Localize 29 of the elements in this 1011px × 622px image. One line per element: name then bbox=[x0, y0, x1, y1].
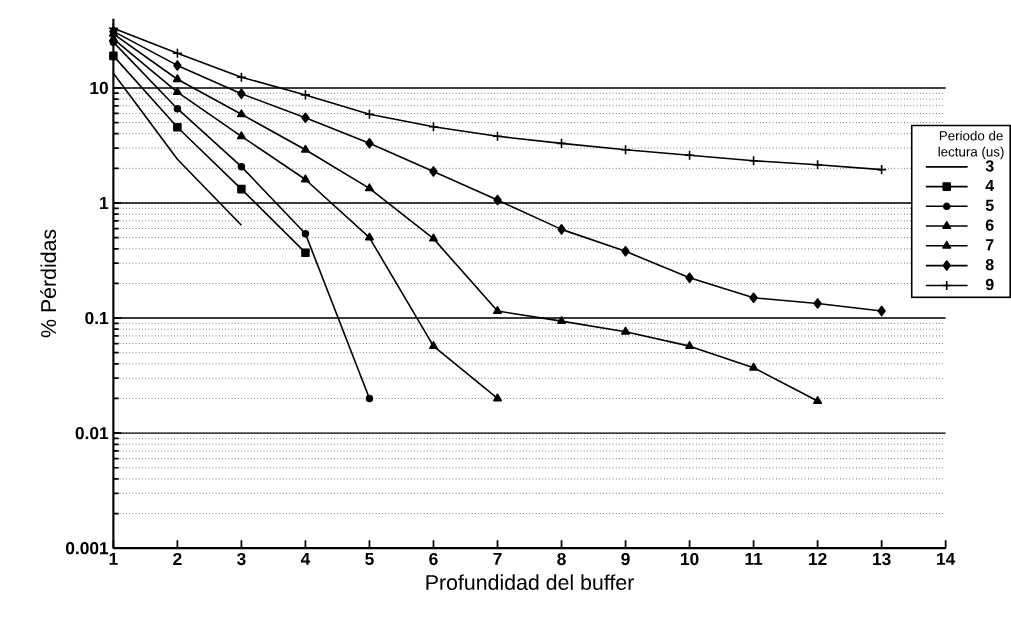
x-tick-label: 13 bbox=[873, 553, 891, 566]
x-tick-label: 1 bbox=[109, 553, 118, 566]
x-tick-label: 10 bbox=[681, 553, 699, 566]
y-axis-title: % Pérdidas bbox=[40, 229, 57, 338]
legend-label: 4 bbox=[985, 180, 995, 192]
y-tick-label: 0.1 bbox=[85, 312, 109, 325]
x-tick-label: 8 bbox=[557, 553, 566, 566]
x-tick-label: 3 bbox=[236, 553, 246, 566]
x-tick-label: 14 bbox=[937, 553, 956, 566]
legend-label: 5 bbox=[985, 200, 994, 212]
x-tick-label: 4 bbox=[300, 553, 311, 566]
x-tick-label: 6 bbox=[429, 553, 438, 566]
x-tick-label: 11 bbox=[745, 553, 763, 566]
x-tick-label: 9 bbox=[621, 553, 630, 566]
y-tick-label: 0.01 bbox=[75, 427, 109, 440]
legend-title: Periodo de lectura (us) bbox=[938, 130, 1004, 160]
x-tick-label: 5 bbox=[365, 553, 374, 566]
y-tick-label: 1 bbox=[100, 197, 109, 210]
legend-label: 6 bbox=[985, 219, 994, 232]
legend-label: 3 bbox=[985, 160, 994, 172]
x-axis-title: Profundidad del buffer bbox=[426, 574, 634, 591]
x-tick-label: 12 bbox=[809, 553, 827, 566]
legend-label: 8 bbox=[985, 259, 994, 271]
x-tick-label: 2 bbox=[173, 553, 182, 566]
x-tick-label: 7 bbox=[493, 553, 502, 566]
y-tick-label: 10 bbox=[90, 82, 108, 95]
legend-label: 7 bbox=[985, 239, 994, 251]
y-tick-label: 0.001 bbox=[65, 542, 109, 555]
legend-label: 9 bbox=[985, 279, 994, 291]
